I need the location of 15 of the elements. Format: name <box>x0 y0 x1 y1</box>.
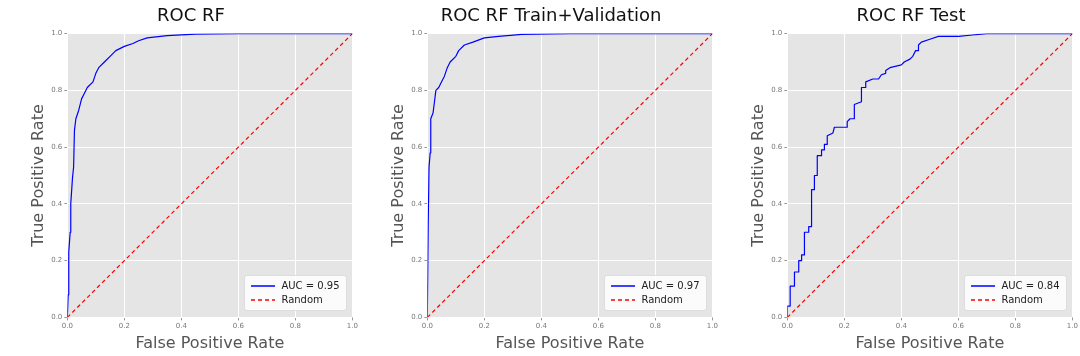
y-axis-title: True Positive Rate <box>387 104 407 248</box>
y-axis-title: True Positive Rate <box>27 104 47 248</box>
legend-label: Random <box>281 293 323 308</box>
chart-title: ROC RF <box>157 4 225 26</box>
y-axis-title: True Positive Rate <box>747 104 767 248</box>
legend-label: Random <box>1001 293 1043 308</box>
legend-label: Random <box>641 293 683 308</box>
x-axis-title: False Positive Rate <box>855 332 1005 352</box>
legend-label: AUC = 0.95 <box>281 279 340 294</box>
x-axis-title: False Positive Rate <box>135 332 285 352</box>
legend-label: AUC = 0.84 <box>1001 279 1060 294</box>
x-axis-title: False Positive Rate <box>495 332 645 352</box>
legend-label: AUC = 0.97 <box>641 279 700 294</box>
chart-title: ROC RF Train+Validation <box>440 4 662 26</box>
chart-title: ROC RF Test <box>856 4 966 26</box>
